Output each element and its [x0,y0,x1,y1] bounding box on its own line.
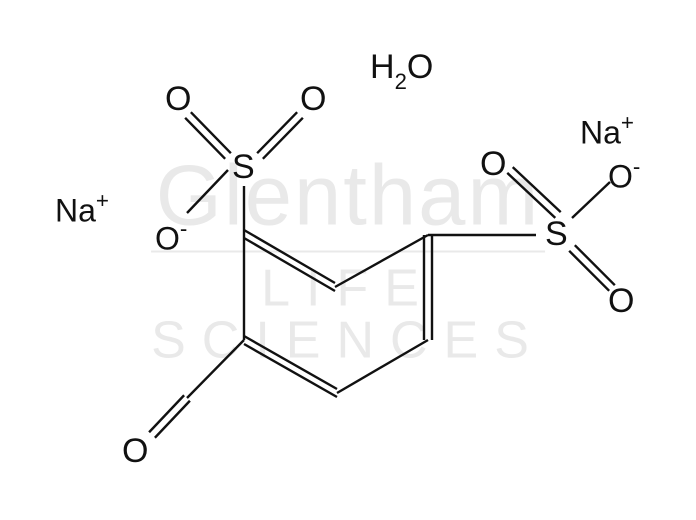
atom-label-H2O: H2O [370,48,433,92]
atom-label-O1m: O- [155,218,187,258]
atom-label-O_dr1: O [300,80,326,119]
atom-label-O_dl2: O [480,145,506,184]
structure-bonds [0,0,696,520]
atom-label-S1: S [232,148,255,187]
atom-label-S2: S [545,215,568,254]
atom-label-O2m: O- [608,156,640,196]
atom-label-O_dl1: O [165,80,191,119]
atom-label-NaR: Na+ [580,112,634,152]
atom-label-O_dd2: O [608,282,634,321]
atom-label-NaL: Na+ [55,190,109,230]
atom-label-O_ald: O [122,432,148,471]
